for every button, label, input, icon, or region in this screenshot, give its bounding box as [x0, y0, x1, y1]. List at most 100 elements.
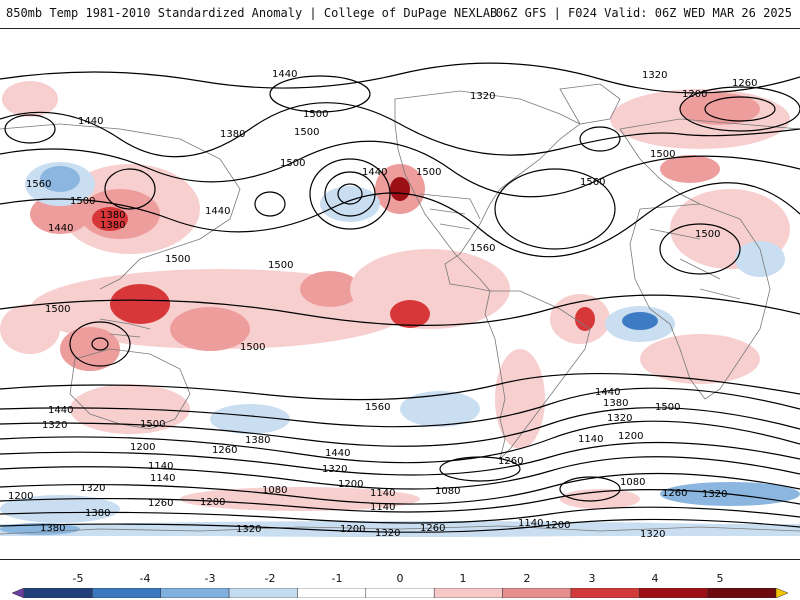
colorbar-segment	[365, 588, 435, 598]
contour-line	[0, 387, 800, 428]
contour-label: 1320	[375, 528, 400, 539]
colorbar: -5 -4 -3 -2 -1 0 1 2 3 4 5	[0, 568, 800, 600]
contour-label: 1500	[165, 254, 190, 265]
contour-label: 1320	[607, 413, 632, 424]
contour-label: 1140	[150, 473, 175, 484]
contour-label: 1320	[702, 489, 727, 500]
contour-line	[0, 518, 800, 533]
map-panel: 1440 1500 1320 1260 1200 1440 1320 1380 …	[0, 28, 800, 560]
model-run-label: 06Z GFS | F024 Valid: 06Z WED MAR 26 202…	[495, 6, 792, 20]
colorbar-tick-label: 0	[396, 572, 404, 585]
coastline	[0, 118, 800, 290]
contour-line	[0, 407, 800, 447]
contour-closed	[494, 168, 616, 250]
colorbar-tick-label: -4	[139, 572, 151, 585]
contour-labels: 1440 1500 1320 1260 1200 1440 1320 1380 …	[8, 69, 757, 540]
colorbar-tick-label: 2	[523, 572, 531, 585]
contour-label: 1320	[80, 483, 105, 494]
colorbar-end-low	[12, 588, 25, 598]
contour-label: 1380	[100, 220, 125, 231]
anomaly-cold	[0, 495, 120, 523]
contour-label: 1200	[130, 442, 155, 453]
contour-label: 1380	[100, 210, 125, 221]
header: 850mb Temp 1981-2010 Standardized Anomal…	[0, 0, 800, 28]
anomaly-warm	[180, 487, 420, 511]
height-contours	[0, 62, 800, 533]
contour-line	[0, 294, 800, 326]
contour-line	[0, 373, 800, 401]
contour-label: 1500	[140, 419, 165, 430]
anomaly-warm	[170, 307, 250, 351]
contour-label: 1500	[294, 127, 319, 138]
anomaly-shading	[0, 81, 800, 537]
contour-closed	[91, 337, 109, 351]
anomaly-warm	[680, 93, 760, 125]
anomaly-map: 1440 1500 1320 1260 1200 1440 1320 1380 …	[0, 62, 800, 540]
contour-label: 1260	[662, 488, 687, 499]
contour-label: 1380	[245, 435, 270, 446]
contour-label: 1080	[262, 485, 287, 496]
contour-label: 1320	[642, 70, 667, 81]
anomaly-warm	[640, 334, 760, 384]
contour-closed	[559, 476, 621, 502]
colorbar-end-high	[775, 588, 788, 598]
anomaly-warm	[495, 349, 545, 449]
contour-label: 1440	[205, 206, 230, 217]
colorbar-segment	[23, 588, 93, 598]
contour-label: 1560	[365, 402, 390, 413]
contour-label: 1260	[420, 523, 445, 534]
anomaly-cold	[0, 524, 800, 536]
anomaly-cold	[622, 312, 658, 330]
contour-label: 1140	[370, 488, 395, 499]
contour-label: 1440	[362, 167, 387, 178]
colorbar-tick-label: 1	[459, 572, 467, 585]
colorbar-tick-label: 5	[716, 572, 724, 585]
contour-label: 1440	[595, 387, 620, 398]
contour-label: 1560	[26, 179, 51, 190]
anomaly-warm	[30, 194, 90, 234]
contour-label: 1200	[200, 497, 225, 508]
contour-closed	[309, 158, 391, 230]
contour-closed	[254, 191, 286, 217]
coastline	[394, 90, 581, 292]
contour-closed	[659, 223, 741, 275]
coastline	[629, 203, 771, 400]
contour-label: 1200	[618, 431, 643, 442]
contour-closed	[579, 126, 621, 152]
contour-label: 1380	[603, 398, 628, 409]
coastline	[559, 83, 621, 125]
contour-label: 1500	[280, 158, 305, 169]
contour-label: 1260	[148, 498, 173, 509]
contour-line	[0, 489, 800, 513]
colorbar-tick-label: 4	[651, 572, 659, 585]
anomaly-cold	[210, 404, 290, 434]
contour-label: 1380	[220, 129, 245, 140]
contour-label: 1500	[695, 229, 720, 240]
contour-label: 1560	[580, 177, 605, 188]
contour-label: 1500	[655, 402, 680, 413]
anomaly-warm	[92, 207, 128, 231]
contour-label: 1140	[518, 518, 543, 529]
anomaly-warm	[300, 271, 360, 307]
anomaly-warm	[110, 284, 170, 324]
anomaly-warm	[390, 300, 430, 328]
anomaly-cold	[735, 241, 785, 277]
contour-label: 1200	[338, 479, 363, 490]
coastline	[484, 290, 591, 461]
contour-label: 1200	[8, 491, 33, 502]
contour-label: 1140	[578, 434, 603, 445]
colorbar-gradient	[12, 588, 788, 598]
colorbar-segment	[160, 588, 230, 598]
contour-line	[0, 456, 800, 490]
contour-label: 1140	[148, 461, 173, 472]
coastline	[0, 525, 800, 535]
political-border	[419, 193, 741, 300]
colorbar-tick-label: -1	[331, 572, 343, 585]
anomaly-cold	[400, 391, 480, 427]
contour-closed	[324, 171, 376, 217]
contour-label: 1380	[85, 508, 110, 519]
contour-closed	[104, 168, 156, 210]
contour-label: 1080	[435, 486, 460, 497]
contour-label: 1260	[212, 445, 237, 456]
contour-label: 1440	[272, 69, 297, 80]
